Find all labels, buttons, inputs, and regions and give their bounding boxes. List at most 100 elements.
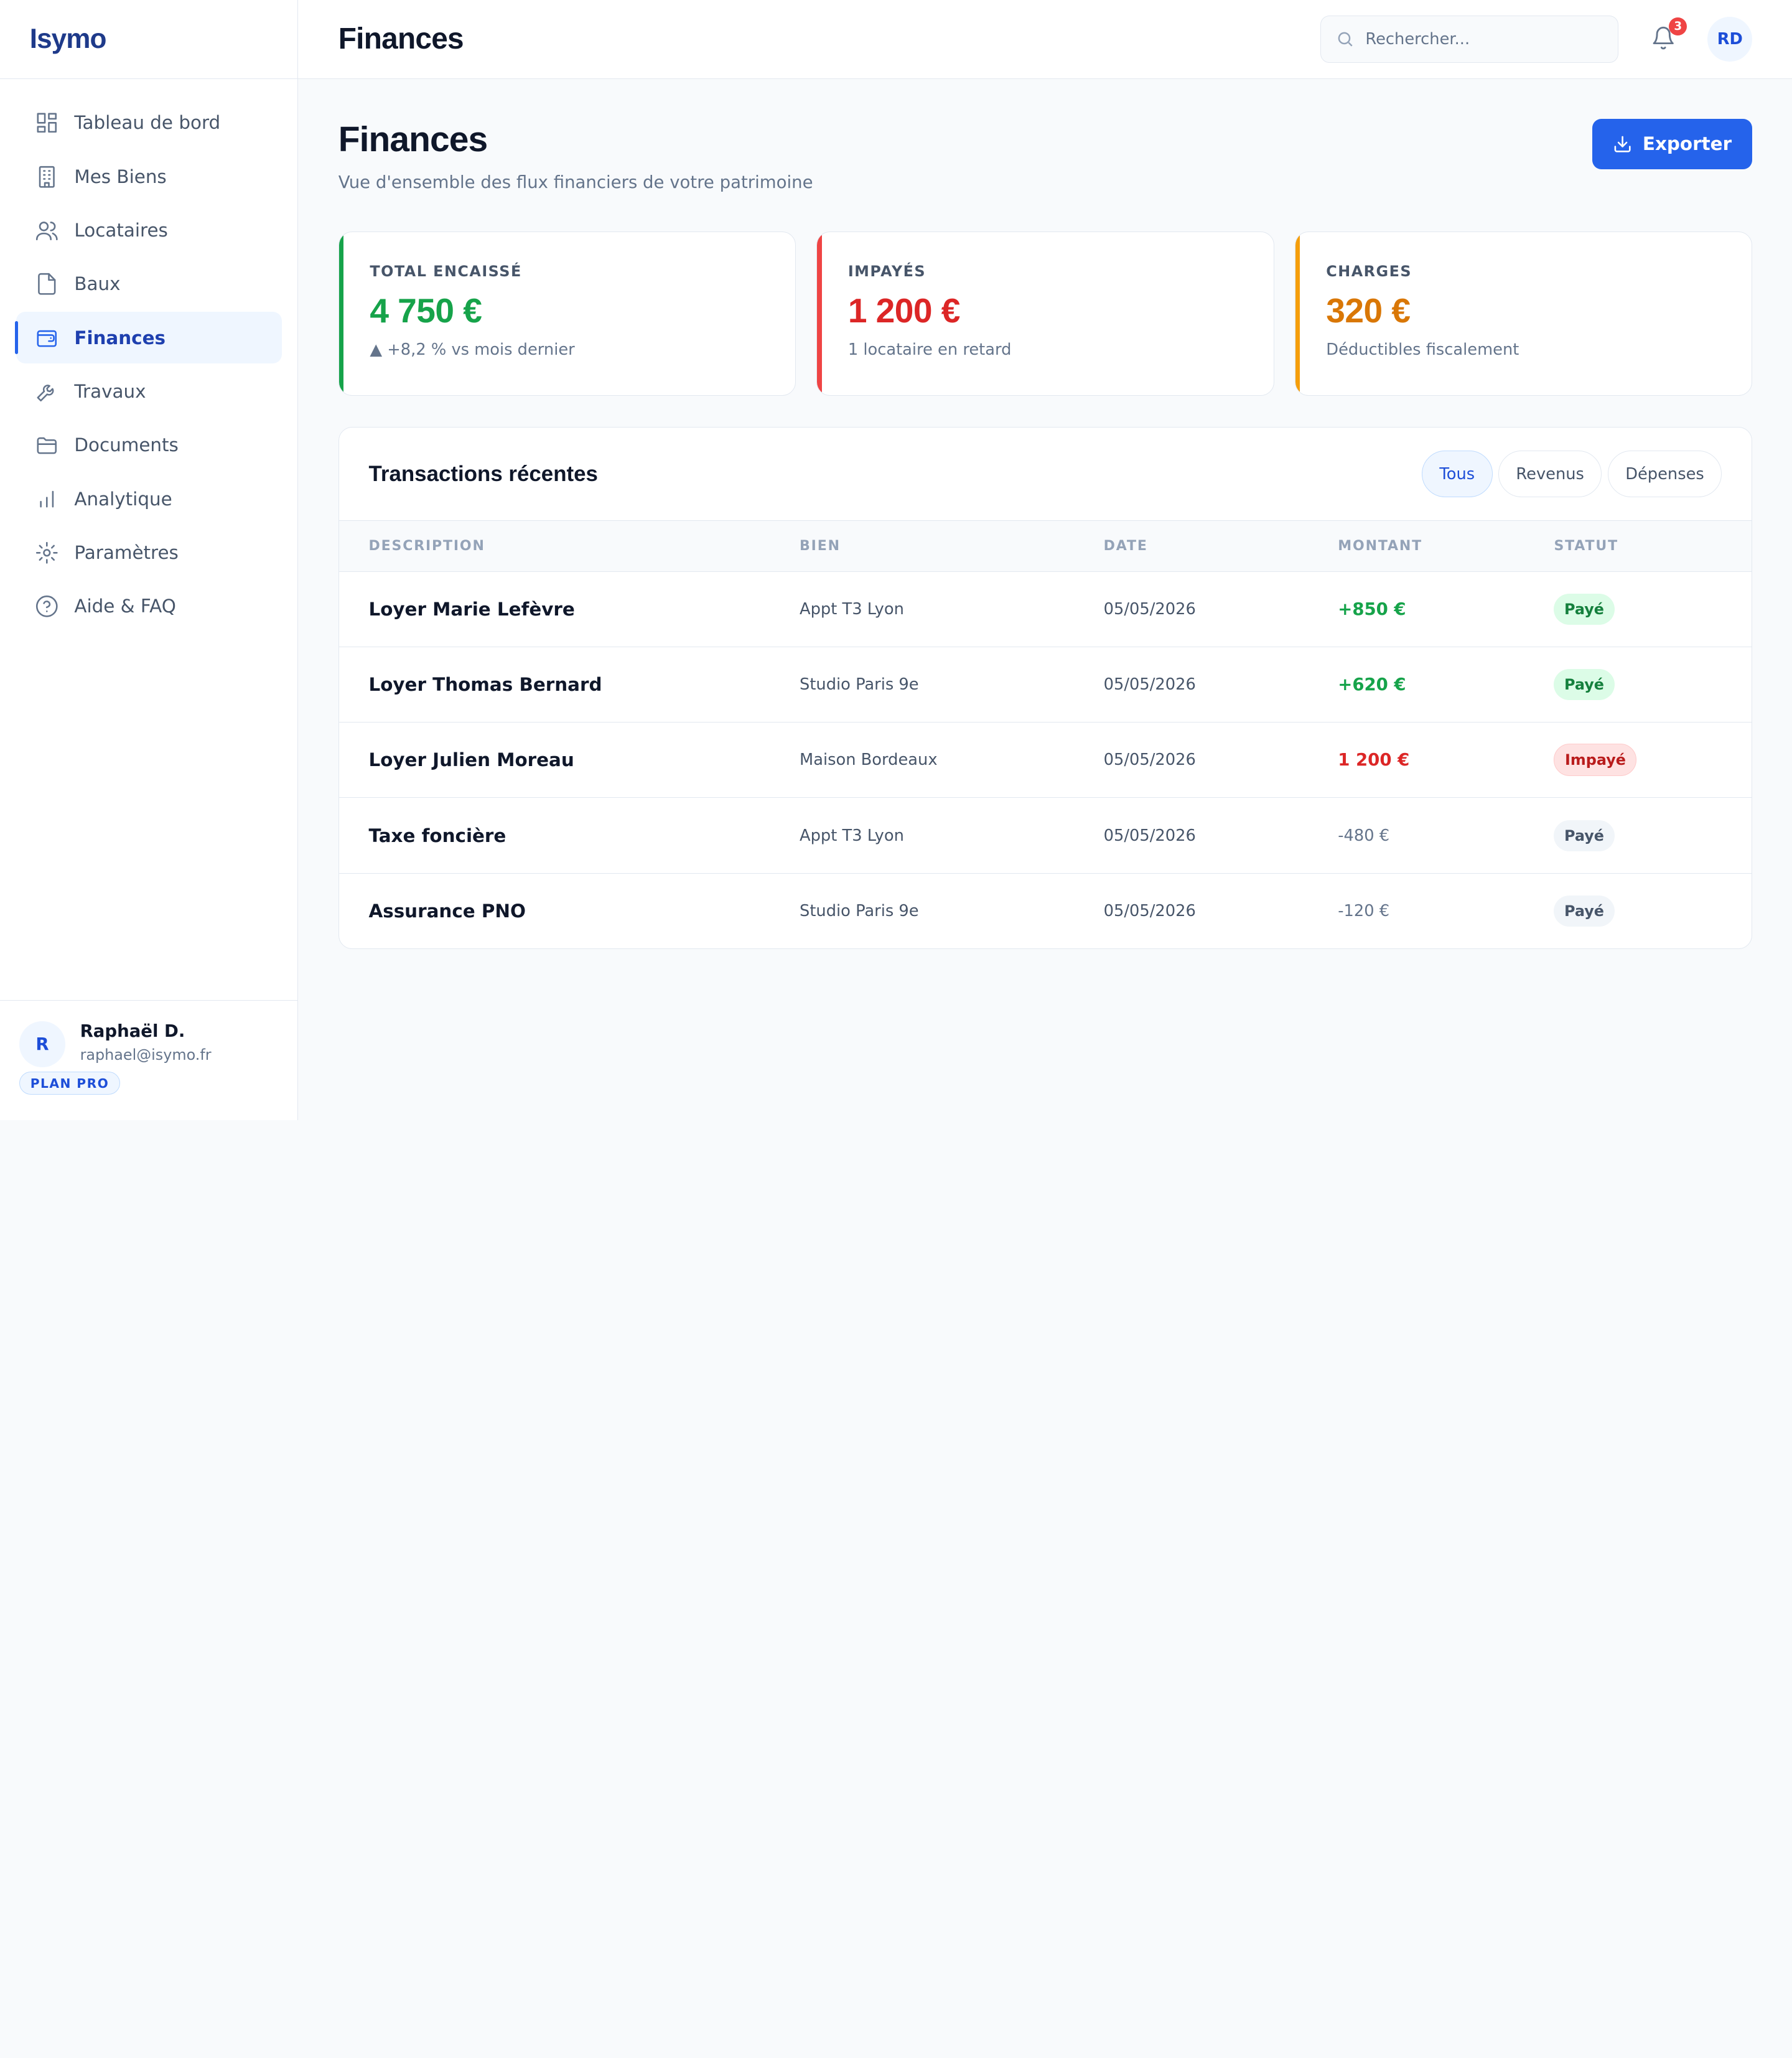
page-title: Finances [338,119,488,160]
status-badge: Payé [1554,820,1615,851]
kpi-note: Déductibles fiscalement [1326,340,1519,360]
wrench-icon [34,379,59,404]
export-button-label: Exporter [1642,133,1732,155]
plan-badge: PLAN PRO [19,1072,120,1095]
building-icon [34,164,59,189]
column-header-status[interactable]: STATUT [1554,521,1752,572]
column-header-date[interactable]: DATE [1103,521,1338,572]
users-icon [34,218,59,243]
transaction-date: 05/05/2026 [1103,571,1338,647]
transaction-property: Appt T3 Lyon [800,571,1104,647]
transaction-amount: 1 200 € [1338,722,1554,798]
kpi-label: IMPAYÉS [847,263,926,281]
filter-income[interactable]: Revenus [1498,450,1602,498]
page-content: Finances Vue d'ensemble des flux financi… [298,79,1792,950]
kpi-value: 320 € [1326,291,1411,330]
filter-expenses[interactable]: Dépenses [1607,450,1722,498]
sidebar-item-label: Documents [74,434,179,456]
user-avatar-button[interactable]: RD [1707,17,1753,62]
dashboard-icon [34,110,59,135]
notifications-button[interactable]: 3 [1651,17,1687,53]
notification-count-badge: 3 [1669,17,1687,36]
status-badge: Impayé [1554,744,1637,777]
transaction-amount: +620 € [1338,647,1554,723]
transactions-panel: Transactions récentes Tous Revenus Dépen… [338,426,1753,950]
sidebar-nav: Tableau de bord Mes Biens Locataires Bau… [0,79,297,632]
brand-logo[interactable]: Isymo [0,0,298,79]
search-box[interactable] [1320,16,1619,63]
user-name: Raphaël D. [80,1021,185,1042]
transaction-description: Assurance PNO [368,900,526,922]
kpi-card-total-collected: TOTAL ENCAISSÉ 4 750 € ▲ +8,2 % vs mois … [338,231,796,396]
transaction-property: Studio Paris 9e [800,902,919,921]
transaction-property: Studio Paris 9e [800,647,1104,723]
sidebar-item-label: Paramètres [74,542,179,564]
transaction-description: Loyer Marie Lefèvre [338,571,800,647]
kpi-note: ▲ +8,2 % vs mois dernier [370,340,575,360]
sidebar-item-label: Locataires [74,220,168,241]
table-row[interactable]: Loyer Julien Moreau Maison Bordeaux 05/0… [338,722,1752,798]
status-badge: Payé [1554,593,1615,625]
gear-icon [34,540,59,565]
export-button[interactable]: Exporter [1592,119,1753,169]
transactions-title: Transactions récentes [368,461,598,486]
sidebar-item-analytics[interactable]: Analytique [16,473,282,525]
sidebar: Isymo Tableau de bord Mes Biens Locatair… [0,0,299,1121]
transactions-table: DESCRIPTION BIEN DATE MONTANT STATUT Loy… [338,521,1752,948]
transaction-amount: -120 € [1338,902,1390,921]
sidebar-item-label: Travaux [74,381,146,403]
sidebar-item-works[interactable]: Travaux [16,366,282,418]
kpi-label: CHARGES [1326,263,1412,281]
kpi-card-unpaid: IMPAYÉS 1 200 € 1 locataire en retard [816,231,1274,396]
sidebar-item-settings[interactable]: Paramètres [16,527,282,579]
column-header-description[interactable]: DESCRIPTION [338,521,800,572]
transaction-description: Loyer Julien Moreau [338,722,800,798]
column-header-amount[interactable]: MONTANT [1338,521,1554,572]
wallet-icon [34,325,59,350]
transaction-date: 05/05/2026 [1103,902,1196,921]
transaction-description: Loyer Thomas Bernard [338,647,800,723]
kpi-cards: TOTAL ENCAISSÉ 4 750 € ▲ +8,2 % vs mois … [338,231,1753,396]
sidebar-item-label: Analytique [74,488,172,510]
topbar: Finances 3 RD [298,0,1792,79]
folder-icon [34,433,59,457]
help-icon [34,594,59,619]
status-badge: Payé [1554,669,1615,701]
kpi-note: 1 locataire en retard [847,340,1012,360]
kpi-label: TOTAL ENCAISSÉ [370,263,522,281]
sidebar-item-label: Aide & FAQ [74,596,176,617]
sidebar-item-leases[interactable]: Baux [16,258,282,310]
column-header-property[interactable]: BIEN [800,521,1104,572]
transaction-date: 05/05/2026 [1103,797,1338,874]
transaction-amount: -480 € [1338,797,1554,874]
table-row[interactable]: Loyer Marie Lefèvre Appt T3 Lyon 05/05/2… [338,571,1752,647]
sidebar-item-dashboard[interactable]: Tableau de bord [16,97,282,149]
sidebar-item-label: Baux [74,273,121,295]
sidebar-item-tenants[interactable]: Locataires [16,205,282,256]
sidebar-item-label: Tableau de bord [74,112,221,134]
search-icon [1338,32,1353,47]
avatar: R [19,1021,65,1067]
transaction-date: 05/05/2026 [1103,722,1338,798]
transaction-property: Appt T3 Lyon [800,797,1104,874]
sidebar-item-documents[interactable]: Documents [16,419,282,471]
sidebar-item-help[interactable]: Aide & FAQ [16,581,282,632]
sidebar-item-label: Finances [74,327,166,348]
topbar-title: Finances [338,22,464,56]
sidebar-item-properties[interactable]: Mes Biens [16,151,282,202]
user-profile[interactable]: R Raphaël D. raphael@isymo.fr PLAN PRO [0,1000,298,1120]
download-icon [1614,136,1631,152]
bar-chart-icon [34,487,59,512]
transaction-date: 05/05/2026 [1103,647,1338,723]
main-area: Finances 3 RD Finances Vue d'ensemble de… [298,0,1792,1120]
search-input[interactable] [1365,29,1594,49]
table-row[interactable]: Loyer Thomas Bernard Studio Paris 9e 05/… [338,647,1752,723]
transaction-filters: Tous Revenus Dépenses [1421,450,1722,498]
filter-all[interactable]: Tous [1421,450,1493,498]
sidebar-item-label: Mes Biens [74,166,167,187]
transaction-property: Maison Bordeaux [800,722,1104,798]
page-subtitle: Vue d'ensemble des flux financiers de vo… [338,172,813,193]
table-row[interactable]: Taxe foncière Appt T3 Lyon 05/05/2026 -4… [338,797,1752,874]
table-row[interactable]: Assurance PNO Studio Paris 9e 05/05/2026… [339,873,1752,948]
sidebar-item-finances[interactable]: Finances [14,312,282,364]
